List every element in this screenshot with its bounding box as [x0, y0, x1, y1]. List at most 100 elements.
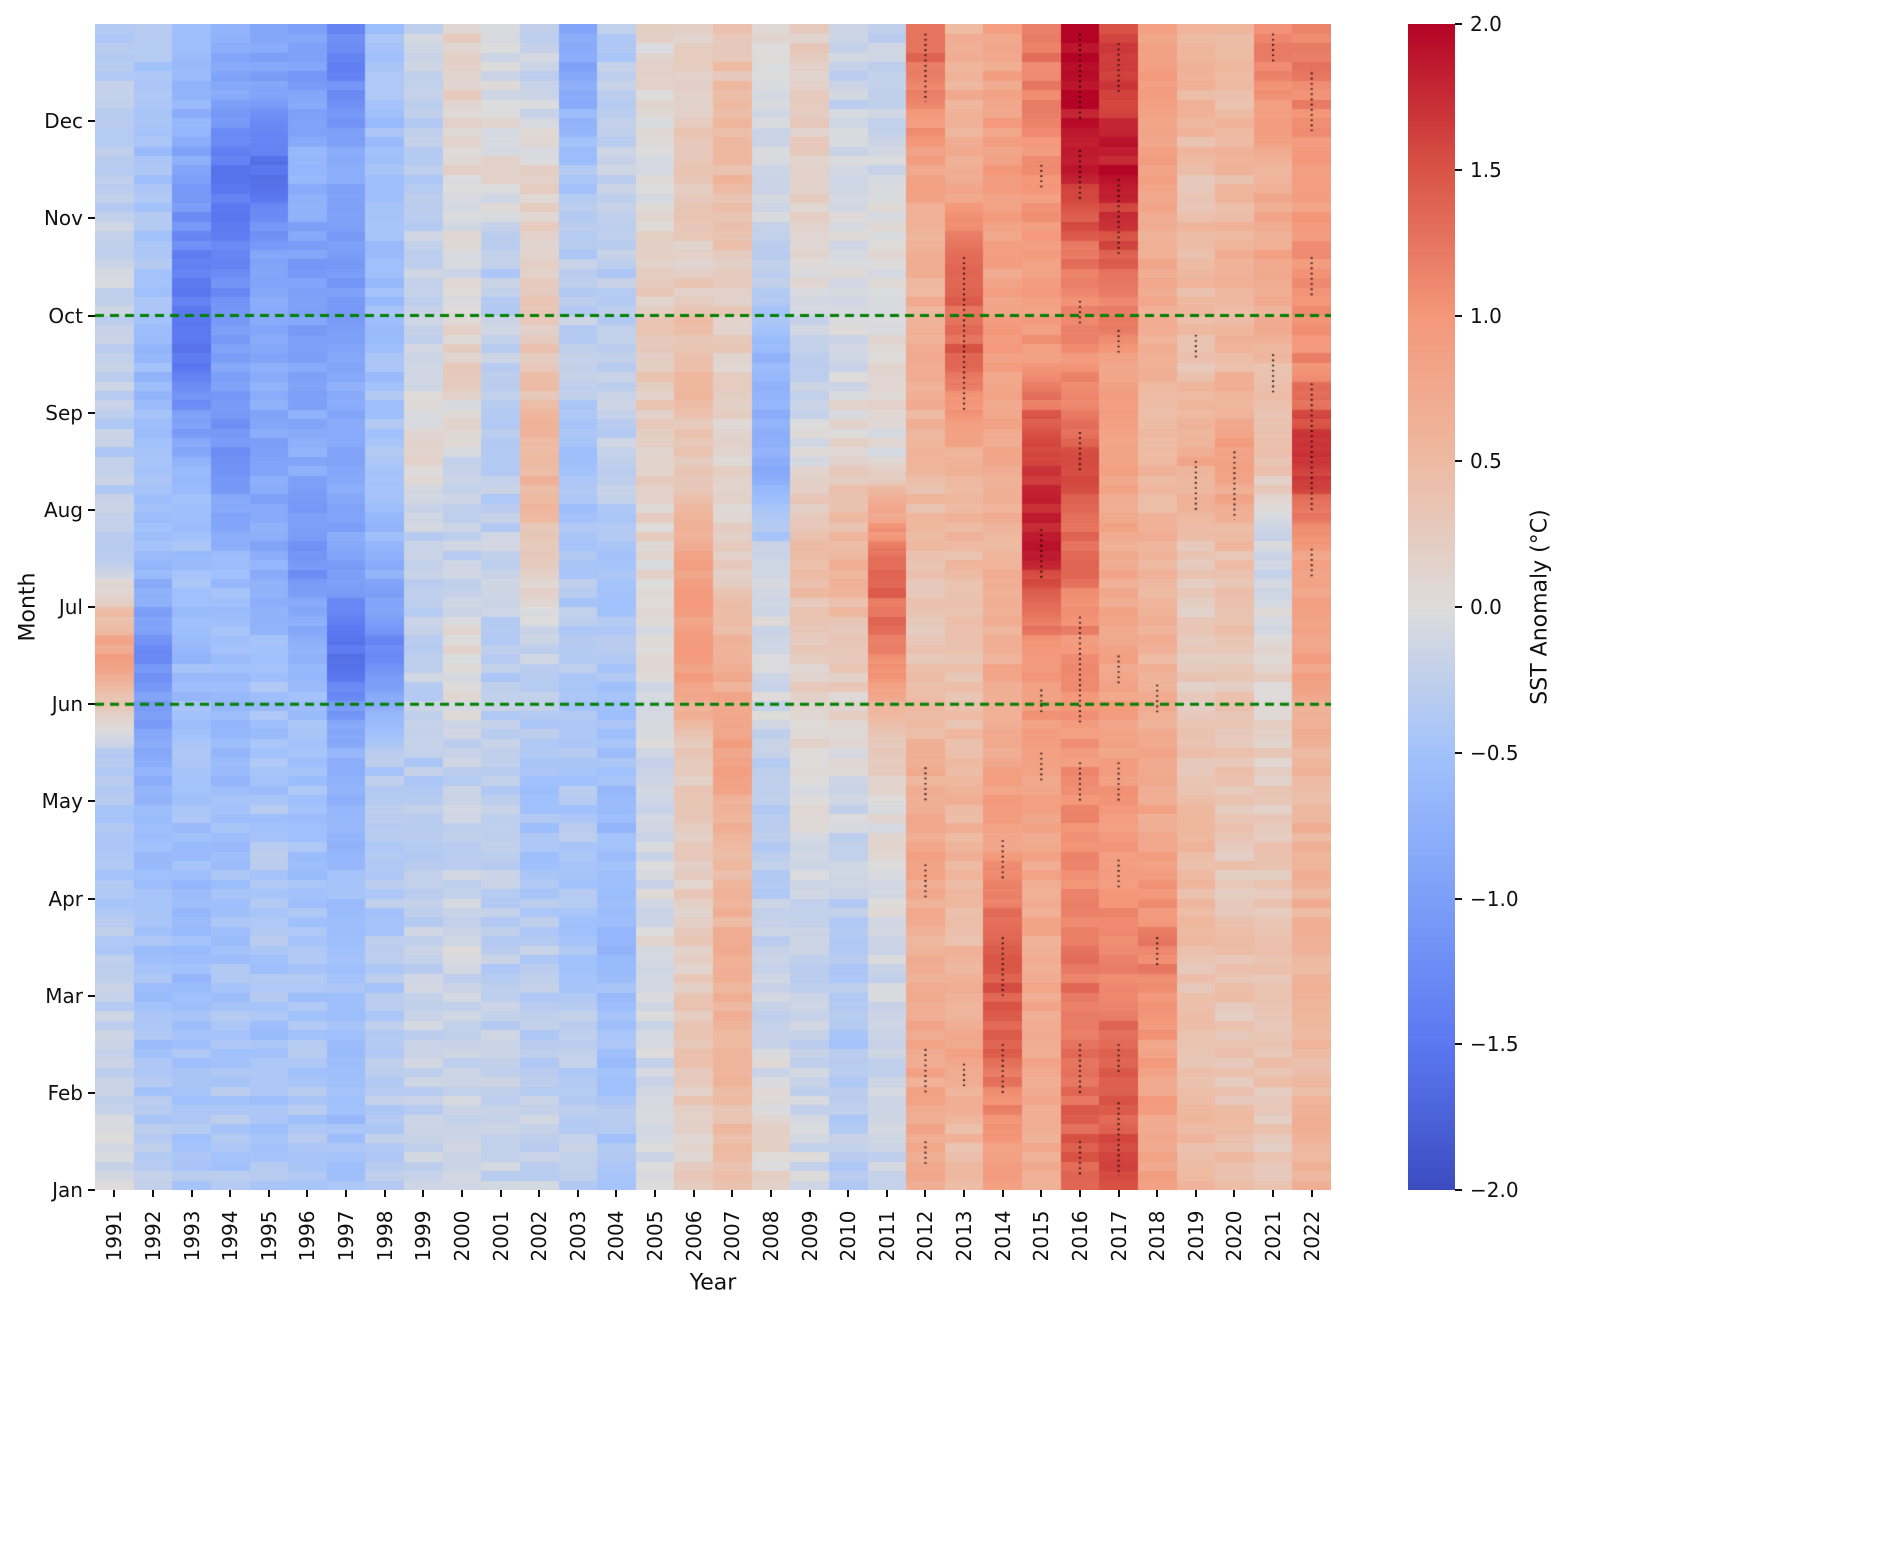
x-tick-mark: [1117, 1190, 1120, 1197]
x-tick-mark: [808, 1190, 811, 1197]
y-tick-mark: [88, 411, 95, 414]
colorbar-tick-label: 2.0: [1470, 12, 1502, 36]
x-tick-mark: [306, 1190, 309, 1197]
x-tick-mark: [1078, 1190, 1081, 1197]
y-tick-mark: [88, 1189, 95, 1191]
x-tick-label: 2000: [449, 1210, 474, 1262]
x-tick-mark: [576, 1190, 579, 1197]
x-tick-label: 1995: [256, 1210, 281, 1262]
y-tick-label: Aug: [43, 497, 83, 522]
colorbar-tick-label: −0.5: [1470, 740, 1519, 765]
x-tick-mark: [538, 1190, 541, 1197]
x-tick-label: 2019: [1183, 1210, 1208, 1262]
y-tick-label: Mar: [45, 983, 83, 1008]
x-tick-label: 2007: [720, 1210, 745, 1262]
x-tick-mark: [1233, 1190, 1236, 1197]
x-tick-mark: [113, 1190, 116, 1197]
colorbar-tick-mark: [1455, 751, 1462, 754]
y-tick-mark: [88, 994, 95, 997]
x-tick-label: 2005: [643, 1210, 668, 1262]
colorbar-tick-label: 1.0: [1470, 303, 1502, 328]
y-axis-label: Month: [15, 572, 41, 642]
colorbar-tick-label: 0.5: [1470, 449, 1502, 474]
x-tick-label: 2006: [681, 1210, 706, 1262]
x-tick-label: 1996: [295, 1210, 320, 1262]
y-tick-label: Jan: [52, 1178, 83, 1202]
x-tick-mark: [345, 1190, 348, 1197]
y-tick-mark: [88, 217, 95, 220]
x-tick-label: 2011: [874, 1210, 899, 1262]
x-tick-mark: [847, 1190, 850, 1197]
x-tick-label: 1997: [334, 1210, 359, 1262]
x-tick-mark: [267, 1190, 270, 1197]
colorbar-tick-label: −2.0: [1470, 1178, 1519, 1202]
y-tick-mark: [88, 120, 95, 123]
x-tick-label: 1998: [372, 1210, 397, 1262]
colorbar: [1408, 24, 1455, 1190]
y-tick-mark: [88, 508, 95, 511]
y-tick-label: Sep: [45, 400, 83, 425]
colorbar-tick-mark: [1455, 1189, 1462, 1191]
x-tick-mark: [151, 1190, 154, 1197]
x-tick-mark: [963, 1190, 966, 1197]
x-tick-label: 2022: [1299, 1210, 1324, 1262]
y-tick-mark: [88, 897, 95, 900]
x-tick-label: 1994: [218, 1210, 243, 1262]
colorbar-tick-label: −1.5: [1470, 1032, 1519, 1057]
colorbar-tick-mark: [1455, 897, 1462, 900]
x-tick-label: 2018: [1145, 1210, 1170, 1262]
x-tick-label: 1991: [102, 1210, 127, 1262]
x-tick-mark: [885, 1190, 888, 1197]
colorbar-label: SST Anomaly (°C): [1527, 509, 1553, 705]
colorbar-tick-label: 1.5: [1470, 157, 1502, 182]
x-tick-mark: [731, 1190, 734, 1197]
x-axis-label: Year: [689, 1270, 737, 1296]
x-tick-label: 1999: [411, 1210, 436, 1262]
x-tick-mark: [1272, 1190, 1275, 1197]
x-tick-mark: [1310, 1190, 1313, 1197]
x-tick-mark: [1194, 1190, 1197, 1197]
x-tick-label: 1992: [140, 1210, 165, 1262]
colorbar-tick-label: −1.0: [1470, 886, 1519, 911]
x-tick-mark: [499, 1190, 502, 1197]
colorbar-tick-mark: [1455, 23, 1462, 25]
x-tick-label: 2004: [604, 1210, 629, 1262]
x-tick-mark: [615, 1190, 618, 1197]
y-tick-label: Dec: [44, 109, 83, 134]
x-tick-label: 2008: [758, 1210, 783, 1262]
colorbar-tick-mark: [1455, 606, 1462, 608]
heatmap-canvas: [95, 24, 1331, 1190]
x-tick-mark: [460, 1190, 463, 1197]
x-tick-label: 2010: [836, 1210, 861, 1262]
x-tick-mark: [1001, 1190, 1004, 1197]
x-tick-label: 2002: [527, 1210, 552, 1262]
y-tick-label: Apr: [48, 886, 83, 911]
y-tick-mark: [88, 314, 95, 317]
y-tick-label: Nov: [43, 206, 83, 231]
y-tick-mark: [88, 800, 95, 803]
x-tick-label: 1993: [179, 1210, 204, 1262]
y-tick-label: May: [41, 789, 83, 814]
x-tick-label: 2012: [913, 1210, 938, 1262]
x-tick-mark: [422, 1190, 425, 1197]
x-tick-mark: [692, 1190, 695, 1197]
x-tick-label: 2009: [797, 1210, 822, 1262]
x-tick-mark: [924, 1190, 927, 1197]
y-tick-mark: [88, 606, 95, 608]
x-tick-mark: [769, 1190, 772, 1197]
y-tick-mark: [88, 703, 95, 706]
x-tick-label: 2017: [1106, 1210, 1131, 1262]
x-tick-label: 2015: [1029, 1210, 1054, 1262]
colorbar-tick-mark: [1455, 314, 1462, 317]
y-tick-label: Feb: [47, 1080, 83, 1105]
x-tick-mark: [229, 1190, 232, 1197]
colorbar-tick-mark: [1455, 1043, 1462, 1046]
x-tick-label: 2001: [488, 1210, 513, 1262]
x-tick-mark: [190, 1190, 193, 1197]
x-tick-label: 2021: [1261, 1210, 1286, 1262]
y-tick-label: Oct: [48, 303, 83, 328]
x-tick-label: 2020: [1222, 1210, 1247, 1262]
y-tick-label: Jul: [58, 595, 83, 619]
x-tick-mark: [1156, 1190, 1159, 1197]
